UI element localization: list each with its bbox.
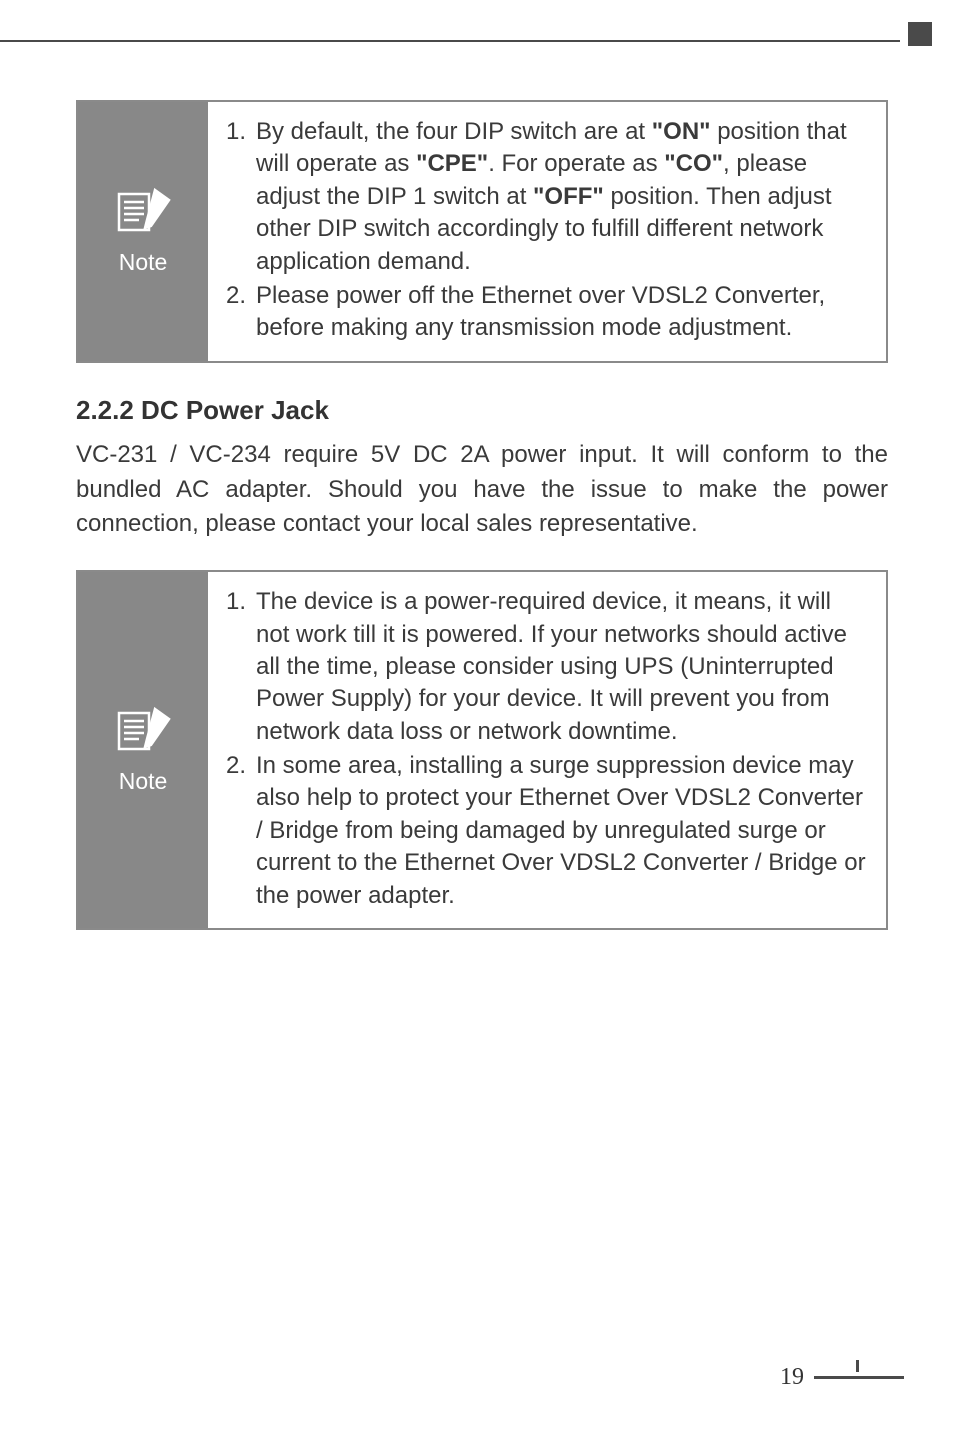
note-sidebar-1: Note (78, 102, 208, 361)
note-sidebar-2: Note (78, 572, 208, 928)
header-square (908, 22, 932, 46)
note2-item-1: 1. The device is a power-required device… (226, 586, 868, 748)
list-number: 1. (226, 586, 256, 748)
note1-item-1: 1. By default, the four DIP switch are a… (226, 116, 868, 278)
content-area: Note 1. By default, the four DIP switch … (0, 0, 954, 930)
note-icon (111, 186, 175, 243)
note-label-1: Note (119, 249, 168, 276)
page-number: 19 (780, 1364, 804, 1391)
text-span: . For operate as (488, 150, 664, 177)
list-number: 2. (226, 280, 256, 345)
list-number: 1. (226, 116, 256, 278)
bold-on: "ON" (652, 118, 711, 145)
text-span: By default, the four DIP switch are at (256, 118, 652, 145)
bold-co: "CO" (664, 150, 723, 177)
header-rule (0, 40, 900, 42)
section-paragraph: VC-231 / VC-234 require 5V DC 2A power i… (76, 438, 888, 542)
note-content-1: 1. By default, the four DIP switch are a… (208, 102, 886, 361)
note1-item-2: 2. Please power off the Ethernet over VD… (226, 280, 868, 345)
list-text: By default, the four DIP switch are at "… (256, 116, 868, 278)
list-number: 2. (226, 750, 256, 912)
list-text: The device is a power-required device, i… (256, 586, 868, 748)
section-heading: 2.2.2 DC Power Jack (76, 395, 888, 426)
page: Note 1. By default, the four DIP switch … (0, 0, 954, 1431)
bold-off: "OFF" (533, 183, 604, 210)
note-icon (111, 705, 175, 762)
list-text: Please power off the Ethernet over VDSL2… (256, 280, 868, 345)
note-box-2: Note 1. The device is a power-required d… (76, 570, 888, 930)
list-text: In some area, installing a surge suppres… (256, 750, 868, 912)
note-box-1: Note 1. By default, the four DIP switch … (76, 100, 888, 363)
note2-item-2: 2. In some area, installing a surge supp… (226, 750, 868, 912)
note-content-2: 1. The device is a power-required device… (208, 572, 886, 928)
page-footer: 19 (780, 1364, 904, 1391)
footer-rule (814, 1369, 904, 1387)
bold-cpe: "CPE" (416, 150, 488, 177)
note-label-2: Note (119, 768, 168, 795)
